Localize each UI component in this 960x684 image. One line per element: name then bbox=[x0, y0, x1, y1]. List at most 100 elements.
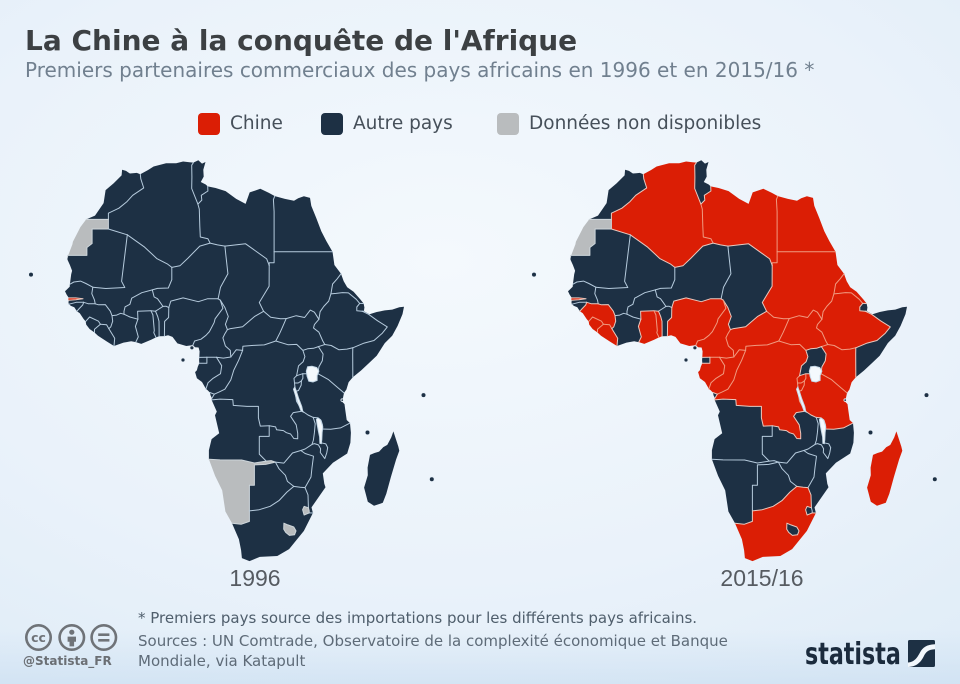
map-2015-border-swz_zaf bbox=[805, 505, 813, 516]
map-1996-country-zwe bbox=[275, 450, 314, 488]
map-1996-border-tcd_ner bbox=[217, 245, 229, 300]
map-1996-border-sdn_tcd bbox=[258, 265, 270, 312]
map-1996-country-tcd bbox=[218, 243, 270, 330]
map-1996-border-gin_civ bbox=[108, 315, 114, 330]
map-1996-border-caf_cod bbox=[242, 340, 277, 351]
map-1996-border-civ_bfa bbox=[123, 313, 139, 320]
map-1996-border-mli_mrt bbox=[92, 234, 128, 289]
map-2015-border-zwe_zaf bbox=[796, 485, 809, 489]
map-2015-border-mli_bfa bbox=[626, 289, 656, 315]
map-2015-country-cod bbox=[714, 341, 808, 439]
map-2015-border-bwa_zaf bbox=[751, 485, 798, 512]
map-2015-border-sen_gin bbox=[586, 301, 599, 305]
map-2015-border-dza_ner bbox=[674, 242, 714, 268]
map-1996-border-sdn_eri bbox=[330, 273, 342, 295]
cc-by-icon bbox=[58, 624, 86, 651]
map-2015-border-ssd_cod bbox=[778, 340, 807, 351]
map-2015-country-tgo bbox=[653, 310, 663, 338]
map-1996-country-som bbox=[352, 306, 404, 378]
map-1996-border-gmb_sen bbox=[68, 297, 84, 301]
map-1996-island-cpv bbox=[28, 271, 34, 278]
map-2015-country-mar bbox=[589, 169, 647, 220]
map-2015-country-mdg bbox=[867, 431, 903, 506]
map-2015-border-zwe_moz bbox=[803, 450, 817, 489]
map-1996-border-dza_mrt bbox=[107, 228, 128, 236]
map-1996-border-bfa_ben bbox=[155, 305, 164, 312]
map-2015-border-moz_swz bbox=[810, 507, 813, 514]
map-1996-border-nam_bwa bbox=[248, 461, 276, 512]
map-2015-border-ner_ben bbox=[665, 305, 673, 308]
map-1996-border-dza_lby bbox=[197, 203, 211, 244]
map-1996-island-com bbox=[364, 429, 371, 436]
map-2015-border-gab_cog bbox=[708, 356, 726, 390]
map-label-1996: 1996 bbox=[229, 565, 281, 591]
map-2015-border-caf_tcd bbox=[729, 310, 768, 331]
map-2015-border-gmb_sen bbox=[571, 297, 587, 301]
map-2015-border-lby_tcd bbox=[727, 243, 773, 266]
map-2015-island-stp bbox=[683, 357, 689, 363]
map-2015-country-gha bbox=[638, 310, 659, 344]
map-1996-country-moz bbox=[300, 423, 351, 513]
map-1996-border-sen_gin bbox=[83, 301, 96, 305]
map-1996-border-ner_bfa bbox=[151, 289, 164, 307]
map-2015-country-nga bbox=[667, 297, 726, 346]
map-2015-border-gin_lbr bbox=[602, 323, 613, 330]
map-2015-border-lby_egy bbox=[775, 195, 779, 253]
map-1996-country-tgo bbox=[150, 310, 160, 338]
map-2015-country-swz bbox=[805, 506, 813, 515]
map-1996-border-bfa_gha bbox=[137, 310, 152, 320]
map-1996-island-zan bbox=[340, 398, 344, 402]
map-2015-border-sdn_tcd bbox=[761, 265, 773, 312]
map-1996-border-lso_zaf bbox=[283, 522, 297, 536]
map-1996-lake-malawi bbox=[315, 417, 324, 445]
map-2015-border-mrt_sen bbox=[572, 280, 597, 288]
map-2015-country-lso bbox=[786, 523, 799, 536]
map-2015-border-cod_uga bbox=[799, 349, 809, 377]
map-2015-country-eth bbox=[816, 292, 891, 350]
map-2015-border-sdn_ssd bbox=[788, 309, 823, 320]
map-2015-country-bwa bbox=[752, 462, 797, 511]
legend-item-nodata: Données non disponibles bbox=[497, 112, 761, 135]
map-1996-border-gin_sle bbox=[85, 316, 101, 325]
map-1996-border-cog_cod bbox=[213, 349, 244, 395]
map-2015-border-mli_civ bbox=[614, 312, 628, 317]
map-2015-border-dza_lby bbox=[700, 203, 714, 244]
map-2015-country-mli bbox=[594, 234, 675, 316]
cc-license-badge[interactable]: cc bbox=[23, 622, 123, 654]
map-2015-border-lbr_civ bbox=[611, 328, 619, 347]
map-2015-border-ken_uga bbox=[820, 346, 827, 375]
map-2015-country-caf bbox=[725, 311, 790, 357]
map-2015-border-eri_eth bbox=[833, 292, 864, 304]
map-2015-border-eth_som bbox=[855, 310, 891, 349]
map-1996-country-dza bbox=[108, 161, 211, 268]
map-2015-lake-tanganyika bbox=[795, 385, 807, 413]
map-2015-country-sen bbox=[568, 281, 599, 305]
map-1996-border-mli_sen bbox=[91, 286, 96, 305]
twitter-handle[interactable]: @Statista_FR bbox=[23, 654, 112, 668]
map-1996-border-eth_ken bbox=[324, 344, 354, 351]
map-2015-border-cod_zmb bbox=[771, 410, 806, 440]
map-1996-country-nga bbox=[164, 297, 223, 346]
map-2015-border-bfa_gha bbox=[640, 310, 655, 320]
map-2015-island-bio bbox=[692, 345, 698, 351]
map-1996-country-cog bbox=[205, 349, 243, 395]
map-1996-border-zmb_mwi bbox=[311, 416, 316, 445]
map-1996-border-ssd_cod bbox=[275, 340, 304, 351]
map-1996-border-dza_mli bbox=[126, 234, 173, 268]
map-2015-border-mli_mrt bbox=[595, 234, 631, 289]
map-2015-country-zaf bbox=[735, 486, 816, 562]
map-2015-border-ken_ssd bbox=[820, 344, 829, 348]
map-1996-border-cod_ago bbox=[211, 398, 270, 427]
map-1996-border-lby_ner bbox=[209, 242, 226, 247]
cc-glyph: cc bbox=[31, 630, 46, 645]
map-1996-border-gha_tgo bbox=[150, 310, 157, 338]
map-2015-border-rwa_bdi bbox=[797, 380, 805, 384]
map-1996-country-lso bbox=[283, 523, 296, 536]
map-1996-border-zwe_moz bbox=[300, 450, 314, 489]
map-1996-border-nga_cmr bbox=[192, 299, 224, 346]
map-1996-border-caf_tcd bbox=[226, 310, 265, 331]
map-2015-border-ner_mli bbox=[654, 266, 676, 291]
map-2015-country-ben bbox=[658, 306, 672, 337]
map-1996-country-bwa bbox=[249, 462, 294, 511]
